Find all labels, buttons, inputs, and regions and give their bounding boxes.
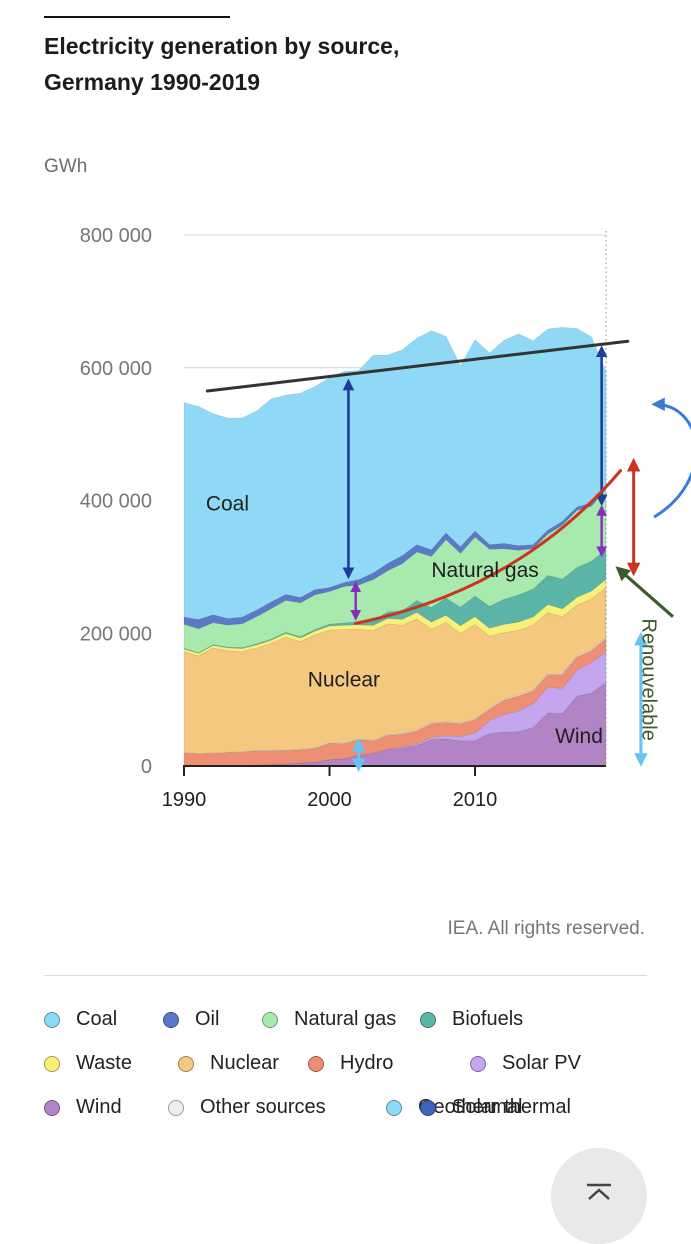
legend-item-waste[interactable]: Waste: [44, 1052, 132, 1075]
renouvelable-label: Renouvelable: [637, 619, 659, 741]
series-area-biofuels: [183, 548, 607, 654]
legend-swatch: [178, 1055, 194, 1072]
legend-item-geothermal[interactable]: Geothermal: [386, 1096, 523, 1119]
legend-swatch: [386, 1099, 402, 1116]
legend-item-nuclear[interactable]: Nuclear: [178, 1052, 279, 1075]
legend-divider: [44, 975, 647, 976]
legend-item-solar-pv[interactable]: Solar PV: [470, 1052, 581, 1075]
legend-swatch: [163, 1011, 179, 1028]
renouvelable-pointer-arrow: [615, 566, 674, 618]
legend-label: Solar thermal: [452, 1096, 571, 1118]
rising-curve-annotation: [354, 469, 623, 625]
legend-label: Natural gas: [294, 1008, 397, 1030]
top-rule: [44, 16, 230, 18]
coal-label: Coal: [206, 492, 249, 515]
legend-item-solar-thermal[interactable]: Solar thermal: [420, 1096, 571, 1119]
legend-item-other-sources[interactable]: Other sources: [168, 1096, 326, 1119]
legend-swatch: [420, 1099, 436, 1116]
copyright-credit: IEA. All rights reserved.: [447, 918, 645, 939]
y-tick-label: 0: [141, 756, 152, 778]
wind-label: Wind: [555, 725, 603, 748]
trend-line-annotation: [205, 339, 630, 393]
y-tick-label: 200 000: [80, 623, 152, 645]
legend-item-oil[interactable]: Oil: [163, 1008, 219, 1031]
natural-gas-label: Natural gas: [431, 559, 538, 582]
y-tick-label: 600 000: [80, 358, 152, 380]
legend-swatch: [420, 1011, 436, 1028]
x-tick-label: 2010: [453, 789, 498, 811]
legend-item-biofuels[interactable]: Biofuels: [420, 1008, 523, 1031]
legend-item-wind[interactable]: Wind: [44, 1096, 122, 1119]
legend-label: Wind: [76, 1096, 122, 1118]
legend-label: Hydro: [340, 1052, 394, 1074]
legend-label: Geothermal: [418, 1096, 523, 1118]
legend-label: Waste: [76, 1052, 132, 1074]
chart-title: Electricity generation by source, German…: [44, 28, 604, 100]
y-tick-label: 800 000: [80, 225, 152, 247]
x-tick-label: 2000: [307, 789, 352, 811]
legend-label: Oil: [195, 1008, 220, 1030]
curved-arrow-annotation: [651, 397, 691, 519]
legend-label: Biofuels: [452, 1008, 524, 1030]
legend-item-hydro[interactable]: Hydro: [308, 1052, 393, 1075]
legend-swatch: [168, 1099, 184, 1116]
legend-item-coal[interactable]: Coal: [44, 1008, 117, 1031]
scroll-up-icon: [587, 1183, 611, 1200]
legend-label: Coal: [76, 1008, 118, 1030]
chart-title-line-2: Germany 1990-2019: [44, 69, 261, 95]
scroll-to-top-button[interactable]: [551, 1148, 647, 1244]
legend-swatch: [44, 1099, 60, 1116]
legend-swatch: [470, 1055, 486, 1072]
x-tick-label: 1990: [162, 789, 207, 811]
legend-label: Other sources: [200, 1096, 326, 1118]
y-axis-unit-label: GWh: [44, 156, 88, 177]
y-tick-label: 400 000: [80, 491, 152, 513]
legend-swatch: [262, 1011, 278, 1028]
legend-label: Solar PV: [502, 1052, 581, 1074]
legend-item-natural-gas[interactable]: Natural gas: [262, 1008, 396, 1031]
legend-label: Nuclear: [210, 1052, 279, 1074]
chart-title-line-1: Electricity generation by source,: [44, 33, 400, 59]
legend-swatch: [308, 1055, 324, 1072]
legend-swatch: [44, 1055, 60, 1072]
area-chart: 0 200 000 400 000 600 000 800 000 1990 2000 201…: [80, 225, 691, 811]
nuclear-label: Nuclear: [308, 668, 380, 691]
legend-swatch: [44, 1011, 60, 1028]
